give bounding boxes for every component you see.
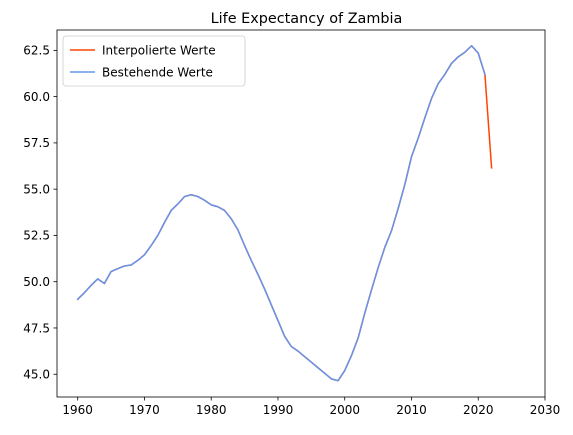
y-tick-label: 57.5 bbox=[23, 136, 50, 150]
legend: Interpolierte Werte Bestehende Werte bbox=[62, 35, 246, 87]
x-tick-label: 1970 bbox=[129, 403, 160, 417]
legend-box bbox=[62, 35, 246, 87]
x-tick-label: 1960 bbox=[62, 403, 93, 417]
y-tick-label: 47.5 bbox=[23, 321, 50, 335]
x-tick-label: 2020 bbox=[463, 403, 494, 417]
plot-area bbox=[56, 29, 546, 398]
series-line-1 bbox=[76, 44, 486, 382]
legend-label-existing: Bestehende Werte bbox=[102, 66, 213, 80]
x-tick-label: 2030 bbox=[530, 403, 561, 417]
chart-title: Life Expectancy of Zambia bbox=[211, 11, 403, 27]
y-tick-label: 60.0 bbox=[23, 90, 50, 104]
x-tick-label: 1980 bbox=[196, 403, 227, 417]
x-tick-label: 1990 bbox=[263, 403, 294, 417]
x-tick-label: 2010 bbox=[396, 403, 427, 417]
y-axis: 45.0 47.5 50.0 52.5 55.0 57.5 60.0 62.5 bbox=[23, 44, 57, 382]
y-tick-label: 55.0 bbox=[23, 182, 50, 196]
x-axis: 1960 1970 1980 1990 2000 2010 2020 2030 bbox=[62, 397, 560, 417]
series-lines bbox=[76, 44, 493, 382]
y-tick-label: 45.0 bbox=[23, 368, 50, 382]
y-tick-label: 52.5 bbox=[23, 229, 50, 243]
y-tick-label: 50.0 bbox=[23, 275, 50, 289]
legend-label-interpolated: Interpolierte Werte bbox=[102, 44, 216, 58]
axes-frame bbox=[56, 29, 546, 398]
x-tick-label: 2000 bbox=[329, 403, 360, 417]
y-tick-label: 62.5 bbox=[23, 44, 50, 58]
series-line-0 bbox=[76, 44, 493, 382]
